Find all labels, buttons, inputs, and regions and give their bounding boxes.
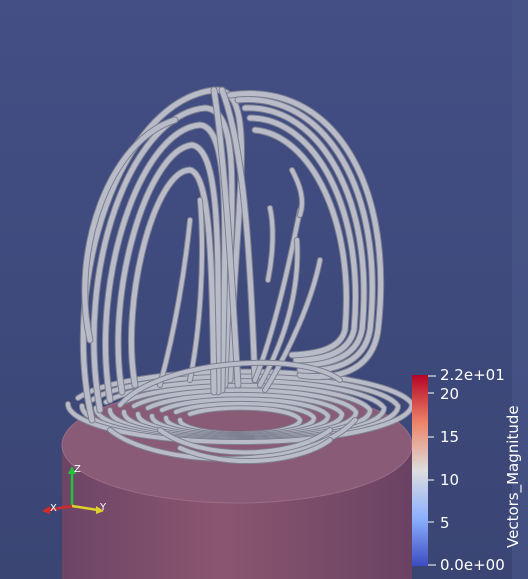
scalar-bar-ramp [412, 375, 436, 566]
streamline-tube [103, 122, 228, 403]
streamline-tube [258, 238, 300, 387]
streamline-tube [266, 206, 275, 282]
streamline-tube [129, 167, 217, 395]
streamline-tube [188, 198, 204, 382]
scalar-bar-tick-15: 15 [440, 428, 460, 446]
streamline-tube [82, 117, 178, 343]
x-axis-label: X [50, 503, 57, 514]
streamline-tube [178, 438, 332, 463]
streamline-tube [247, 115, 358, 363]
streamline-tube [158, 218, 192, 387]
streamline-tube [263, 258, 322, 392]
streamline-tube [242, 105, 367, 368]
right-edge-shade [512, 0, 528, 579]
y-axis [71, 504, 99, 512]
streamline-tube [227, 91, 384, 380]
streamline-tube [211, 87, 241, 388]
x-axis [47, 504, 73, 512]
orientation-axes-widget: Z Y X [42, 464, 107, 514]
streamline-tubes [65, 86, 416, 464]
scalar-bar-max-label: 2.2e+01 [440, 366, 505, 384]
x-axis-arrow [42, 506, 50, 514]
streamline-tube [219, 87, 258, 383]
z-axis-label: Z [74, 464, 81, 475]
z-axis-arrow [68, 466, 76, 474]
scalar-bar-title: Vectors_Magnitude [504, 405, 522, 548]
y-axis-arrow [96, 506, 104, 514]
scalar-bar-tick-10: 10 [440, 471, 460, 489]
streamline-tube [290, 168, 304, 217]
streamline-tube [252, 127, 349, 358]
streamline-tube [118, 360, 342, 407]
y-axis-label: Y [99, 502, 107, 513]
streamline-tube [235, 97, 375, 373]
scalar-bar-tick-20: 20 [440, 385, 460, 403]
scalar-bar-tick-5: 5 [440, 514, 450, 532]
scalar-bar-min-label: 0.0e+00 [440, 556, 505, 574]
streamline-tube [115, 142, 221, 395]
streamline-tube [158, 428, 332, 455]
